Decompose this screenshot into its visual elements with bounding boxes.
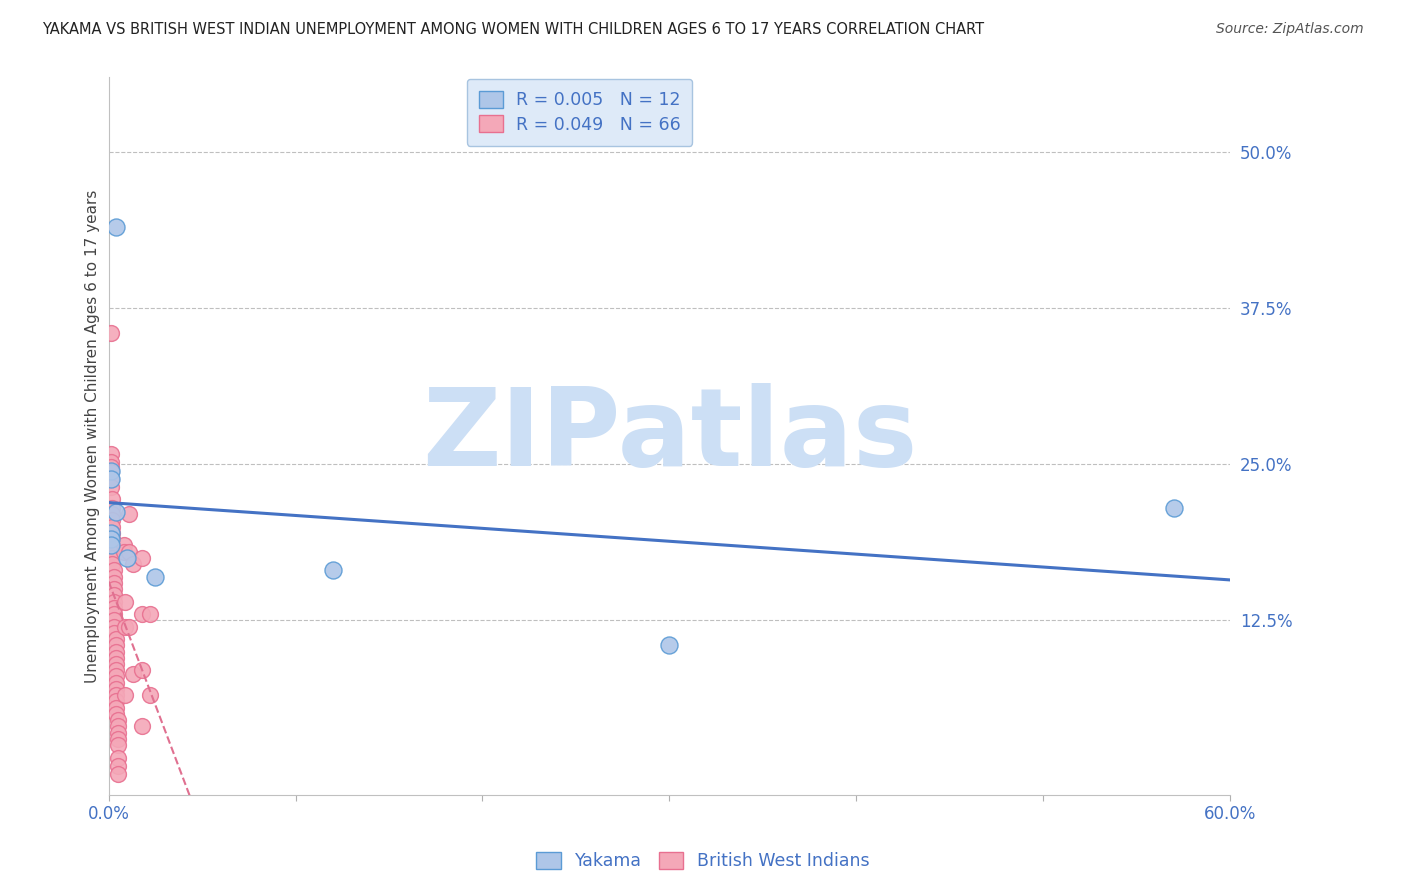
Point [105, 632, 128, 646]
Point [105, 663, 128, 677]
Point [107, 759, 129, 773]
Point [100, 447, 122, 461]
Point [101, 501, 124, 516]
Point [118, 508, 141, 522]
Point [101, 492, 124, 507]
Point [122, 667, 145, 681]
Point [107, 719, 129, 733]
Point [105, 505, 128, 519]
Point [118, 619, 141, 633]
Text: YAKAMA VS BRITISH WEST INDIAN UNEMPLOYMENT AMONG WOMEN WITH CHILDREN AGES 6 TO 1: YAKAMA VS BRITISH WEST INDIAN UNEMPLOYME… [42, 22, 984, 37]
Point [112, 544, 135, 558]
Point [117, 550, 139, 565]
Point [107, 731, 129, 746]
Point [100, 459, 122, 474]
Point [100, 538, 122, 552]
Point [1163, 501, 1185, 516]
Point [131, 663, 153, 677]
Point [101, 538, 124, 552]
Text: ZIPatlas: ZIPatlas [422, 384, 917, 489]
Point [107, 738, 129, 752]
Point [114, 619, 136, 633]
Legend: Yakama, British West Indians: Yakama, British West Indians [527, 843, 879, 879]
Point [105, 650, 128, 665]
Point [100, 526, 122, 541]
Point [100, 480, 122, 494]
Point [103, 575, 125, 590]
Point [101, 544, 124, 558]
Point [107, 750, 129, 764]
Point [107, 725, 129, 739]
Point [131, 607, 153, 621]
Point [101, 533, 124, 547]
Point [131, 550, 153, 565]
Point [118, 544, 141, 558]
Point [105, 644, 128, 658]
Point [131, 719, 153, 733]
Point [103, 600, 125, 615]
Point [105, 657, 128, 671]
Point [100, 472, 122, 486]
Point [122, 557, 145, 571]
Point [100, 465, 122, 479]
Point [103, 613, 125, 627]
Point [322, 563, 344, 577]
Point [101, 526, 124, 541]
Point [103, 563, 125, 577]
Point [145, 569, 167, 583]
Point [105, 681, 128, 696]
Point [105, 669, 128, 683]
Legend: R = 0.005   N = 12, R = 0.049   N = 66: R = 0.005 N = 12, R = 0.049 N = 66 [467, 79, 693, 145]
Point [105, 694, 128, 708]
Point [100, 533, 122, 547]
Point [103, 625, 125, 640]
Point [105, 706, 128, 721]
Point [103, 569, 125, 583]
Point [105, 688, 128, 702]
Point [107, 713, 129, 727]
Point [103, 588, 125, 602]
Point [100, 472, 122, 486]
Point [101, 508, 124, 522]
Point [103, 607, 125, 621]
Point [658, 638, 681, 652]
Point [101, 550, 124, 565]
Point [103, 619, 125, 633]
Point [100, 464, 122, 478]
Point [100, 455, 122, 469]
Point [101, 520, 124, 534]
Point [107, 767, 129, 781]
Point [112, 538, 135, 552]
Point [114, 594, 136, 608]
Point [105, 675, 128, 690]
Point [139, 607, 162, 621]
Y-axis label: Unemployment Among Women with Children Ages 6 to 17 years: Unemployment Among Women with Children A… [86, 190, 100, 683]
Text: Source: ZipAtlas.com: Source: ZipAtlas.com [1216, 22, 1364, 37]
Point [101, 514, 124, 528]
Point [114, 688, 136, 702]
Point [103, 594, 125, 608]
Point [105, 638, 128, 652]
Point [105, 700, 128, 714]
Point [139, 688, 162, 702]
Point [101, 557, 124, 571]
Point [103, 582, 125, 596]
Point [105, 220, 128, 235]
Point [100, 326, 122, 341]
